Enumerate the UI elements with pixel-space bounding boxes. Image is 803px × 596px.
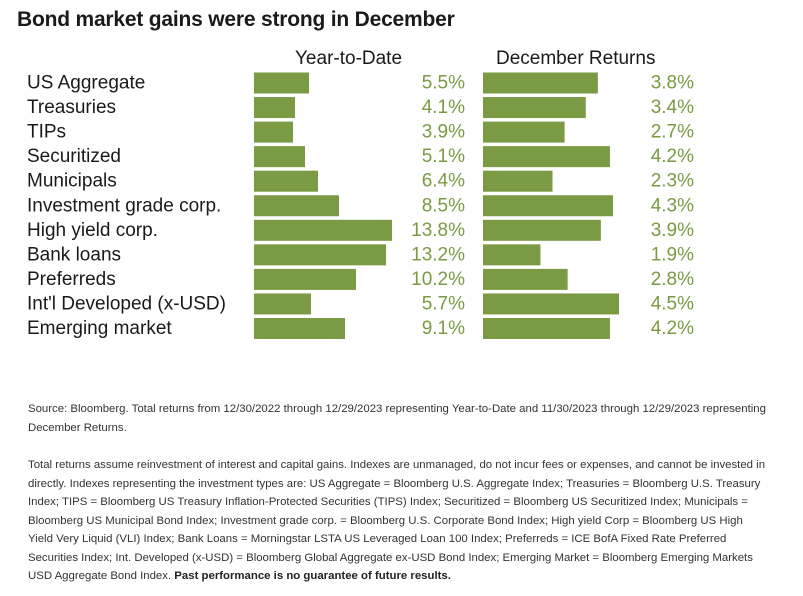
ytd-value-label: 13.2%: [411, 244, 465, 265]
december-bar: [483, 195, 613, 217]
past-performance-disclaimer: Past performance is no guarantee of futu…: [174, 570, 451, 582]
category-label: High yield corp.: [27, 220, 158, 241]
december-bar: [483, 97, 586, 119]
source-note: Source: Bloomberg. Total returns from 12…: [28, 403, 766, 434]
category-label: TIPs: [27, 122, 66, 143]
december-value-label: 2.8%: [651, 269, 694, 290]
ytd-bar: [254, 318, 345, 339]
december-bar: [483, 121, 565, 143]
ytd-bar: [254, 219, 392, 241]
category-label: Emerging market: [27, 318, 172, 339]
category-label: Municipals: [27, 171, 117, 192]
december-bar: [483, 146, 610, 168]
ytd-bar: [254, 170, 318, 192]
ytd-value-label: 6.4%: [422, 171, 465, 192]
ytd-value-label: 9.1%: [422, 318, 465, 339]
category-label: Preferreds: [27, 269, 116, 290]
december-bar: [483, 244, 541, 266]
ytd-value-label: 8.5%: [422, 195, 465, 216]
ytd-bar: [254, 72, 309, 94]
ytd-bar: [254, 121, 293, 143]
december-value-label: 2.7%: [651, 122, 694, 143]
december-bar: [483, 268, 568, 290]
category-label: Treasuries: [27, 97, 116, 118]
december-bar: [483, 318, 610, 339]
disclosure-note: Total returns assume reinvestment of int…: [28, 456, 768, 586]
ytd-bar: [254, 97, 295, 119]
december-bar: [483, 219, 601, 241]
ytd-value-label: 4.1%: [422, 97, 465, 118]
category-label: Investment grade corp.: [27, 195, 221, 216]
ytd-bar: [254, 195, 339, 217]
ytd-bar: [254, 268, 356, 290]
ytd-bar: [254, 146, 305, 168]
december-value-label: 4.5%: [651, 293, 694, 314]
ytd-value-label: 13.8%: [411, 220, 465, 241]
ytd-bar: [254, 293, 311, 315]
december-value-label: 4.3%: [651, 195, 694, 216]
category-label: US Aggregate: [27, 73, 145, 94]
december-column-header: December Returns: [496, 48, 656, 69]
december-value-label: 3.4%: [651, 97, 694, 118]
december-value-label: 3.9%: [651, 220, 694, 241]
ytd-value-label: 5.7%: [422, 293, 465, 314]
chart-title: Bond market gains were strong in Decembe…: [17, 8, 455, 31]
december-value-label: 1.9%: [651, 244, 694, 265]
category-label: Bank loans: [27, 244, 121, 265]
bar-chart: US Aggregate 5.5% 3.8% Treasuries 4.1% 3.4% TI…: [27, 72, 694, 339]
december-bar: [483, 293, 619, 315]
ytd-value-label: 5.1%: [422, 146, 465, 167]
ytd-value-label: 5.5%: [422, 73, 465, 94]
december-bar: [483, 170, 553, 192]
ytd-value-label: 3.9%: [422, 122, 465, 143]
december-bar: [483, 72, 598, 94]
ytd-bar: [254, 244, 386, 266]
category-label: Securitized: [27, 146, 121, 167]
december-value-label: 2.3%: [651, 171, 694, 192]
disclosure-text: Total returns assume reinvestment of int…: [28, 459, 766, 582]
december-value-label: 4.2%: [651, 318, 694, 339]
december-value-label: 3.8%: [651, 73, 694, 94]
category-label: Int'l Developed (x-USD): [27, 293, 226, 314]
ytd-column-header: Year-to-Date: [295, 48, 403, 69]
ytd-value-label: 10.2%: [411, 269, 465, 290]
december-value-label: 4.2%: [651, 146, 694, 167]
